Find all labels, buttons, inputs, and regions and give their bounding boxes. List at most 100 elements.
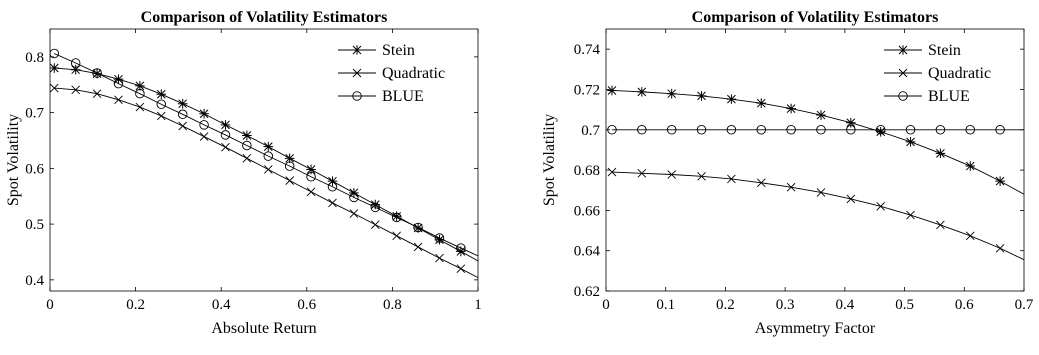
x-tick-label: 0.4 — [212, 297, 231, 313]
data-point-stein — [70, 64, 81, 75]
data-point-stein — [875, 126, 886, 137]
data-point-blue — [456, 243, 466, 253]
legend-label: BLUE — [382, 88, 424, 105]
data-point-blue — [905, 125, 916, 135]
data-point-blue — [816, 125, 826, 135]
data-point-stein — [284, 153, 295, 164]
data-point-blue — [113, 78, 124, 89]
series-quadratic — [50, 83, 478, 279]
legend-label: Quadratic — [382, 65, 445, 82]
data-point-blue — [156, 99, 167, 110]
data-point-quadratic — [435, 253, 444, 263]
data-point-quadratic — [995, 243, 1005, 253]
data-point-quadratic — [456, 264, 466, 274]
x-tick-label: 0.6 — [955, 297, 974, 313]
data-point-quadratic — [285, 176, 294, 185]
x-tick-label: 0.6 — [297, 297, 316, 313]
y-tick-label: 0.8 — [25, 50, 44, 66]
data-point-quadratic — [135, 102, 145, 112]
data-point-quadratic — [156, 111, 166, 121]
data-point-blue — [965, 125, 976, 135]
data-point-blue — [199, 120, 209, 130]
axes-frame — [49, 28, 479, 292]
data-point-quadratic — [349, 209, 359, 218]
data-point-blue — [666, 125, 677, 135]
data-point-stein — [935, 148, 946, 159]
data-point-quadratic — [50, 83, 59, 93]
series-quadratic — [607, 167, 1024, 261]
data-point-stein — [370, 199, 381, 210]
data-point-stein — [92, 68, 102, 79]
data-point-stein — [413, 223, 423, 233]
y-tick-label: 0.7 — [25, 106, 44, 122]
data-point-blue — [263, 151, 274, 161]
x-tick-label: 0 — [602, 297, 610, 313]
x-axis-label: Absolute Return — [211, 320, 316, 337]
data-point-quadratic — [199, 132, 209, 141]
data-point-stein — [726, 94, 737, 104]
data-point-blue — [726, 125, 737, 135]
y-tick-label: 0.74 — [574, 42, 601, 58]
y-axis-label: Spot Volatility — [541, 114, 558, 206]
x-tick-label: 0.7 — [1015, 297, 1034, 313]
data-point-blue — [756, 125, 767, 135]
data-point-stein — [220, 120, 231, 130]
series-stein — [607, 85, 1024, 195]
legend-label: Stein — [382, 42, 415, 59]
legend-label: BLUE — [928, 88, 970, 105]
legend-marker — [352, 91, 362, 101]
data-point-blue — [92, 68, 102, 78]
legend-marker — [352, 68, 362, 78]
data-point-quadratic — [816, 188, 826, 197]
y-tick-label: 0.5 — [25, 217, 44, 233]
data-point-stein — [434, 234, 445, 245]
legend-label: Stein — [928, 42, 961, 59]
series-line-quadratic — [611, 171, 1024, 261]
y-tick-label: 0.64 — [574, 244, 601, 260]
data-point-blue — [327, 182, 338, 192]
data-point-blue — [434, 233, 445, 243]
data-point-stein — [135, 81, 145, 91]
data-point-stein — [456, 246, 466, 257]
data-point-blue — [995, 125, 1005, 135]
data-point-quadratic — [637, 168, 647, 178]
x-tick-label: 0.2 — [126, 297, 145, 313]
y-tick-label: 0.7 — [581, 123, 600, 139]
data-point-quadratic — [221, 142, 230, 152]
data-point-blue — [786, 125, 796, 135]
data-point-stein — [995, 176, 1005, 186]
data-point-quadratic — [178, 121, 187, 131]
x-tick-label: 1 — [474, 297, 482, 313]
data-point-blue — [135, 88, 145, 99]
series-blue — [607, 125, 1024, 135]
data-point-quadratic — [306, 187, 316, 197]
data-point-stein — [306, 164, 316, 175]
data-point-blue — [607, 125, 617, 135]
legend: Stein Quadratic BLUE — [338, 42, 445, 105]
series-line-stein — [611, 90, 1024, 195]
data-point-stein — [327, 176, 338, 186]
chart-panel-2: Comparison of Volatility Estimators 0 0.1 0… — [541, 9, 1034, 337]
data-point-stein — [965, 161, 976, 171]
data-point-quadratic — [370, 220, 380, 229]
chart-title: Comparison of Volatility Estimators — [141, 9, 388, 26]
legend-marker — [352, 45, 362, 55]
data-point-quadratic — [92, 89, 102, 98]
series-blue — [50, 48, 478, 257]
data-point-quadratic — [263, 165, 273, 174]
data-point-blue — [935, 125, 946, 135]
x-tick-label: 0.2 — [716, 297, 735, 313]
data-point-stein — [391, 211, 402, 222]
data-point-stein — [666, 88, 677, 99]
data-point-stein — [756, 98, 767, 108]
axes-frame — [605, 28, 1025, 292]
data-point-stein — [199, 108, 209, 119]
data-point-quadratic — [697, 172, 706, 181]
legend-label: Quadratic — [928, 65, 991, 82]
x-tick-label: 0 — [46, 297, 54, 313]
chart-panel-1: Comparison of Volatility Estimators 0 0.2 0… — [5, 9, 482, 337]
data-point-quadratic — [906, 210, 915, 220]
data-point-quadratic — [965, 231, 975, 241]
